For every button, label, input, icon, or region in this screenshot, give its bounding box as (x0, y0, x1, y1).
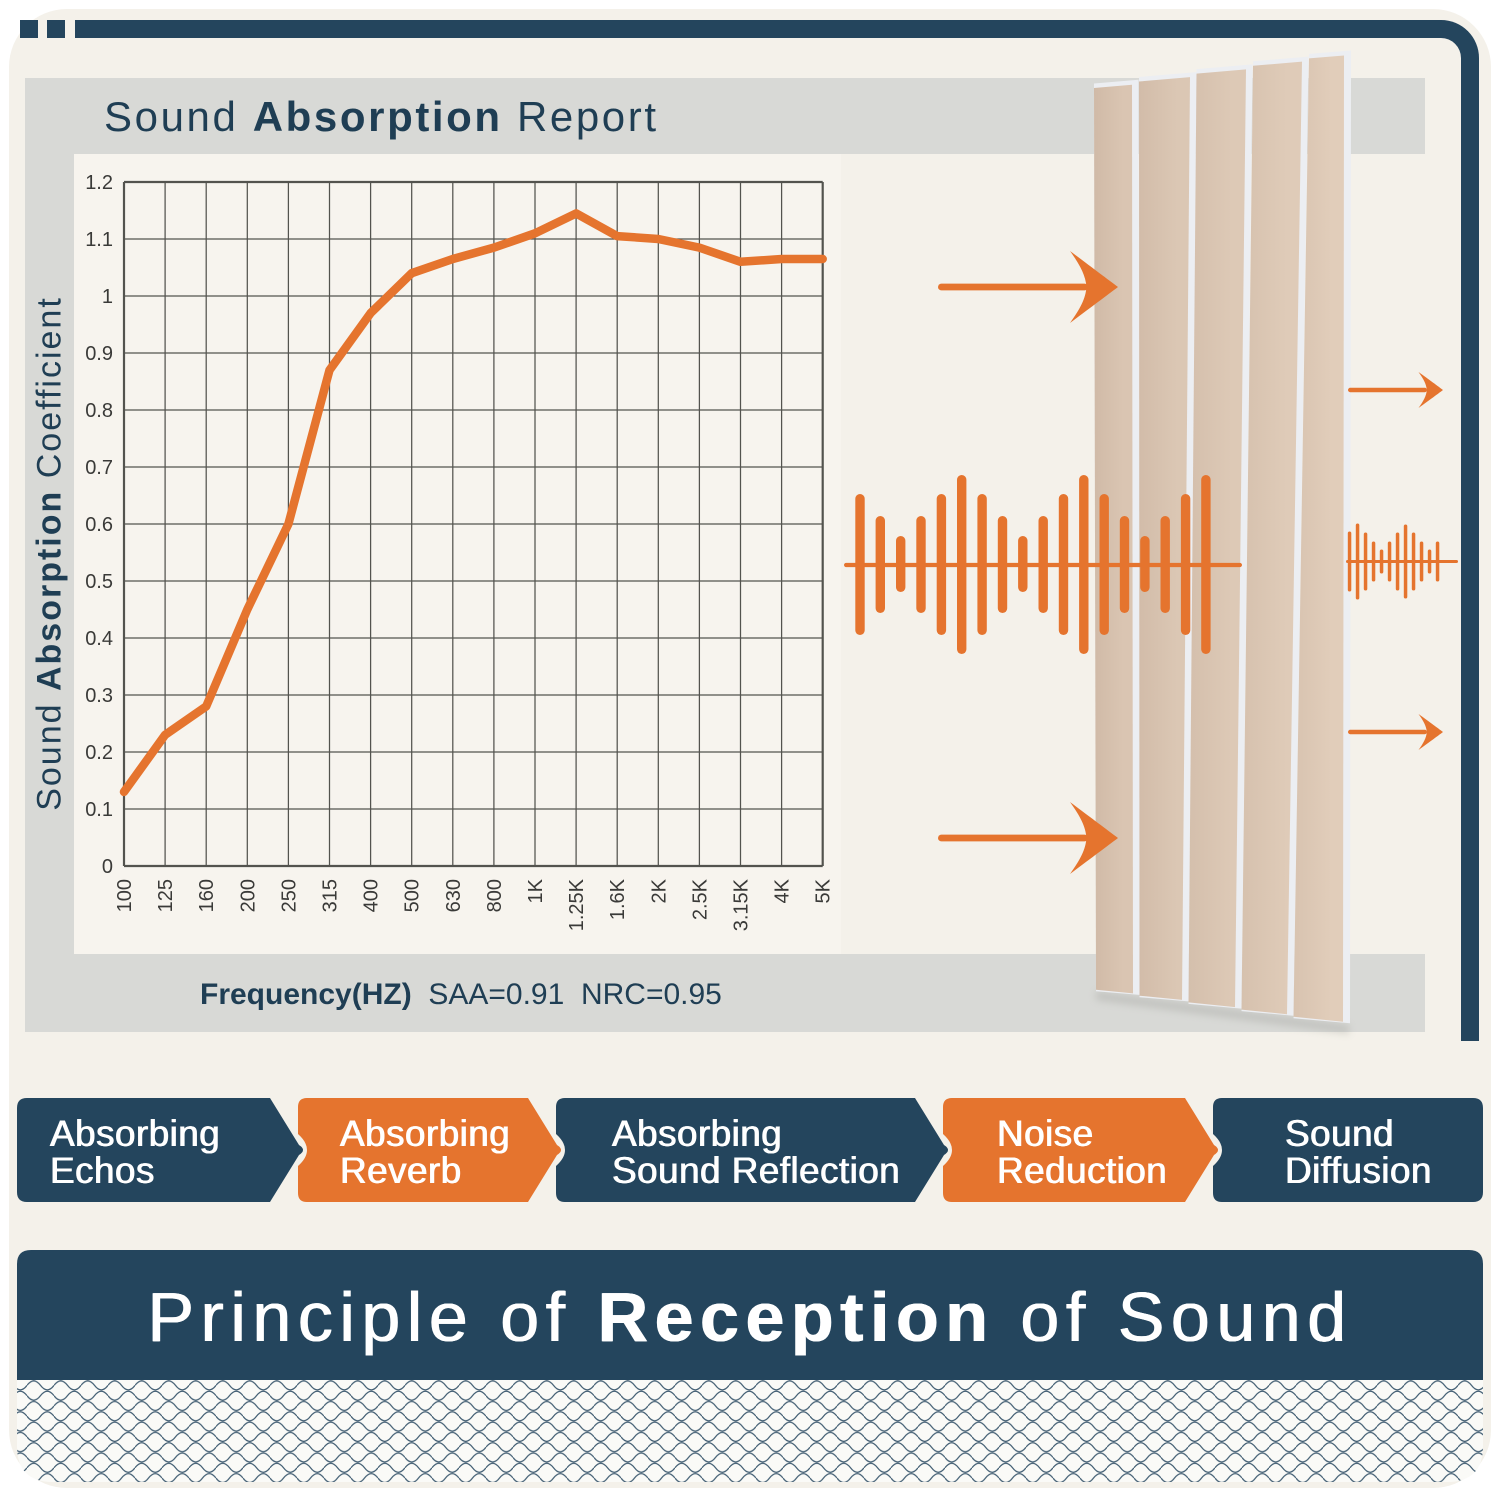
svg-text:0.2: 0.2 (85, 742, 113, 764)
svg-text:4K: 4K (772, 878, 794, 903)
svg-text:160: 160 (196, 879, 218, 912)
svg-text:1.2: 1.2 (85, 172, 113, 194)
svg-text:315: 315 (320, 879, 342, 912)
svg-text:0: 0 (102, 856, 113, 878)
svg-text:125: 125 (155, 879, 177, 912)
svg-text:200: 200 (237, 879, 259, 912)
svg-text:2K: 2K (648, 878, 670, 903)
svg-text:0.3: 0.3 (85, 685, 113, 707)
svg-text:0.1: 0.1 (85, 799, 113, 821)
svg-text:3.15K: 3.15K (731, 878, 753, 931)
svg-text:1: 1 (102, 286, 113, 308)
svg-text:630: 630 (443, 879, 465, 912)
svg-text:250: 250 (278, 879, 300, 912)
svg-text:2.5K: 2.5K (689, 878, 711, 920)
svg-text:100: 100 (114, 879, 136, 912)
svg-text:0.4: 0.4 (85, 628, 113, 650)
svg-text:1.6K: 1.6K (607, 878, 629, 920)
svg-text:500: 500 (402, 879, 424, 912)
svg-text:0.5: 0.5 (85, 571, 113, 593)
svg-text:1K: 1K (525, 878, 547, 903)
svg-text:1.25K: 1.25K (566, 878, 588, 931)
svg-text:5K: 5K (813, 878, 835, 903)
svg-text:0.8: 0.8 (85, 400, 113, 422)
svg-text:1.1: 1.1 (85, 229, 113, 251)
svg-text:0.6: 0.6 (85, 514, 113, 536)
svg-text:800: 800 (484, 879, 506, 912)
svg-text:400: 400 (361, 879, 383, 912)
svg-text:0.9: 0.9 (85, 343, 113, 365)
svg-text:0.7: 0.7 (85, 457, 113, 479)
